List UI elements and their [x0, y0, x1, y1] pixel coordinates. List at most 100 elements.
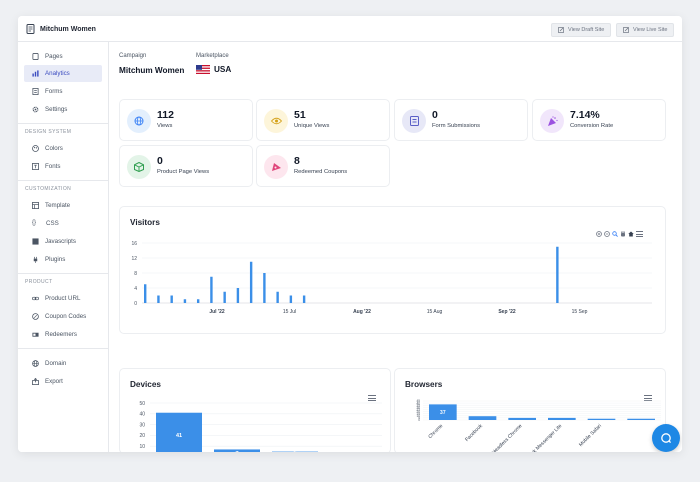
marketplace-label: Marketplace — [196, 53, 229, 59]
palette-icon — [32, 145, 39, 152]
stat-value: 8 — [294, 155, 300, 167]
devices-title: Devices — [130, 380, 161, 389]
home-icon[interactable] — [628, 231, 634, 237]
view-live-label: View Live Site — [633, 27, 668, 33]
us-flag-icon — [196, 65, 210, 74]
stat-card-redeemed-coupons: 8 Redeemed Coupons — [256, 145, 390, 187]
sidebar-item-domain[interactable]: Domain — [24, 355, 102, 372]
device-bar-label: 7 — [235, 451, 238, 452]
chat-button[interactable] — [652, 424, 680, 452]
y-tick-label: 45 — [416, 399, 420, 403]
x-tick-label: 15 Aug — [427, 309, 443, 315]
menu-icon[interactable] — [644, 395, 652, 401]
css-icon: {} — [32, 220, 37, 226]
browser-bar — [548, 417, 576, 420]
visitors-bar — [157, 295, 160, 303]
sidebar-item-template[interactable]: Template — [24, 197, 102, 214]
view-draft-site-button[interactable]: View Draft Site — [551, 23, 612, 37]
x-tick-label: 15 Jul — [283, 309, 296, 315]
sidebar-item-analytics[interactable]: Analytics — [24, 65, 102, 82]
export-icon — [32, 378, 39, 385]
menu-icon[interactable] — [368, 395, 376, 401]
y-tick-label: 8 — [134, 271, 137, 277]
devices-card: Devices 0 10 20 30 40 50 41 7 5 — [119, 368, 391, 452]
y-tick-label: 15 — [416, 412, 420, 416]
link-icon — [32, 296, 39, 301]
chart-toolbar — [596, 231, 643, 237]
device-bar-label: 41 — [176, 433, 182, 439]
browser-bar-label: 37 — [440, 410, 446, 416]
coupon-icon — [271, 163, 281, 171]
sidebar-item-coupon-codes[interactable]: Coupon Codes — [24, 308, 102, 325]
coupon-icon — [32, 313, 39, 320]
stat-icon-circle — [402, 109, 426, 133]
zoom-out-icon[interactable] — [604, 231, 610, 237]
sidebar-item-label: Forms — [45, 88, 63, 95]
plugin-icon — [33, 256, 38, 263]
y-tick-label: 20 — [139, 433, 145, 439]
magnifier-icon[interactable] — [612, 231, 618, 237]
sidebar-item-label: Javascripts — [45, 238, 76, 245]
hand-pan-icon[interactable] — [620, 231, 626, 237]
document-icon — [26, 24, 35, 34]
party-icon — [547, 115, 558, 126]
app-title: Mitchum Women — [40, 25, 96, 33]
sidebar-item-product-url[interactable]: Product URL — [24, 290, 102, 307]
stat-label: Conversion Rate — [570, 123, 614, 129]
zoom-in-icon[interactable] — [596, 231, 602, 237]
analytics-icon — [32, 70, 39, 77]
sidebar-item-javascripts[interactable]: Javascripts — [24, 233, 102, 250]
section-label-design: DESIGN SYSTEM — [25, 129, 72, 135]
device-bar-label: 5 — [293, 451, 296, 452]
stat-card-conversion-rate: 7.14% Conversion Rate — [532, 99, 666, 141]
sidebar-item-label: Fonts — [45, 163, 61, 170]
x-tick-label: Jul '22 — [209, 309, 225, 315]
brand[interactable]: Mitchum Women — [26, 24, 96, 34]
stat-icon-circle — [264, 155, 288, 179]
visitors-bar — [183, 299, 187, 303]
visitors-bar — [302, 295, 306, 303]
form-icon — [409, 116, 419, 126]
sidebar-item-fonts[interactable]: Fonts — [24, 158, 102, 175]
sidebar-item-colors[interactable]: Colors — [24, 140, 102, 157]
sidebar-item-forms[interactable]: Forms — [24, 83, 102, 100]
marketplace-text: USA — [214, 65, 232, 74]
visitors-bar — [144, 284, 147, 303]
stat-label: Unique Views — [294, 123, 330, 129]
visitors-bar — [210, 276, 213, 303]
visitors-bar — [170, 295, 173, 303]
menu-icon[interactable] — [636, 231, 643, 237]
y-tick-label: 50 — [139, 401, 145, 407]
x-tick-label: Sep '22 — [498, 309, 516, 315]
sidebar-item-settings[interactable]: Settings — [24, 101, 102, 118]
section-label-product: PRODUCT — [25, 279, 53, 285]
divider — [18, 180, 109, 181]
x-tick-label: Chrome — [427, 423, 444, 440]
divider — [18, 273, 109, 274]
external-link-icon — [558, 27, 564, 33]
sidebar-item-pages[interactable]: Pages — [24, 48, 102, 65]
sidebar-item-export[interactable]: Export — [24, 373, 102, 390]
stat-label: Views — [157, 123, 173, 129]
globe-icon — [134, 116, 144, 126]
sidebar-item-label: Settings — [45, 106, 68, 113]
device-bar — [156, 412, 202, 452]
x-tick-label: Mobile Safari — [578, 423, 603, 448]
stat-icon-circle — [540, 109, 564, 133]
sidebar-item-label: CSS — [46, 220, 59, 227]
visitors-bar — [249, 261, 253, 303]
sidebar-item-redeemers[interactable]: Redeemers — [24, 326, 102, 343]
external-link-icon — [623, 27, 629, 33]
view-live-site-button[interactable]: View Live Site — [616, 23, 675, 37]
visitors-bar — [289, 295, 293, 303]
sidebar-item-css[interactable]: {} CSS — [24, 215, 102, 232]
sidebar-item-plugins[interactable]: Plugins — [24, 251, 102, 268]
y-tick-label: 16 — [131, 241, 137, 247]
y-tick-label: 40 — [139, 412, 145, 418]
browser-bar — [627, 418, 655, 420]
y-tick-label: 0 — [134, 301, 137, 307]
y-tick-label: 0 — [418, 418, 420, 422]
pages-icon — [32, 53, 39, 60]
x-tick-label: Facebook Messenger Lite — [518, 423, 563, 452]
sidebar: Pages Analytics Forms Settings DESIGN SY… — [18, 42, 109, 452]
